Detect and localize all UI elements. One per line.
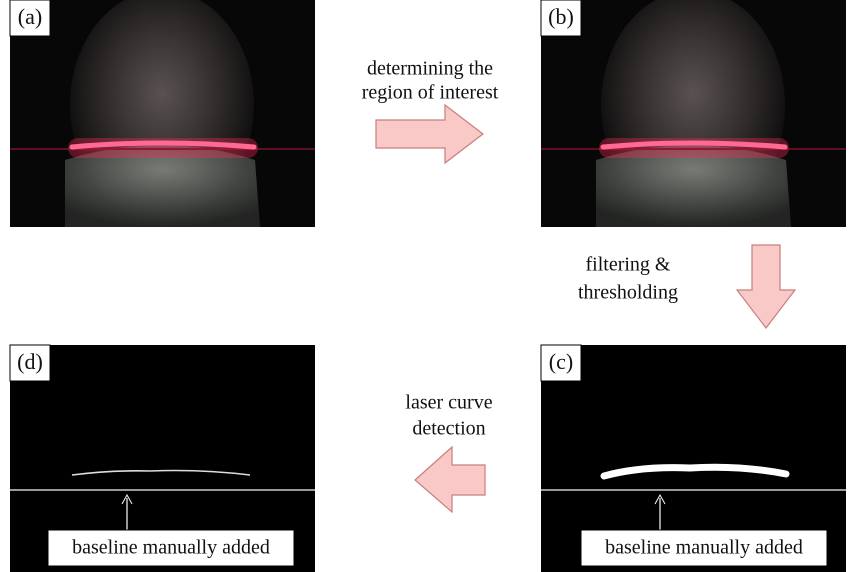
annotation: baseline manually added xyxy=(72,537,270,559)
panel-c: baseline manually added (c) xyxy=(541,345,846,572)
panel-label: (c) xyxy=(549,349,573,374)
step-label: region of interest xyxy=(362,82,499,104)
step-label: detection xyxy=(412,418,485,440)
arrow-left xyxy=(415,447,485,512)
panel-d: baseline manually added (d) xyxy=(10,345,315,572)
step-label: filtering & xyxy=(586,254,671,276)
step-label: determining the xyxy=(367,58,493,80)
panel-a: (a) xyxy=(10,0,315,227)
diagram: (a) (b) baseline manually added (c) base… xyxy=(0,0,856,572)
panel-label: (d) xyxy=(17,349,43,374)
step-label: laser curve xyxy=(405,392,492,414)
arrow-right xyxy=(376,105,483,163)
arrow-down xyxy=(737,245,795,328)
annotation: baseline manually added xyxy=(605,537,803,559)
panel-label: (a) xyxy=(18,4,42,29)
step-label: thresholding xyxy=(578,282,678,304)
panel-b: (b) xyxy=(541,0,846,227)
panel-label: (b) xyxy=(548,4,574,29)
